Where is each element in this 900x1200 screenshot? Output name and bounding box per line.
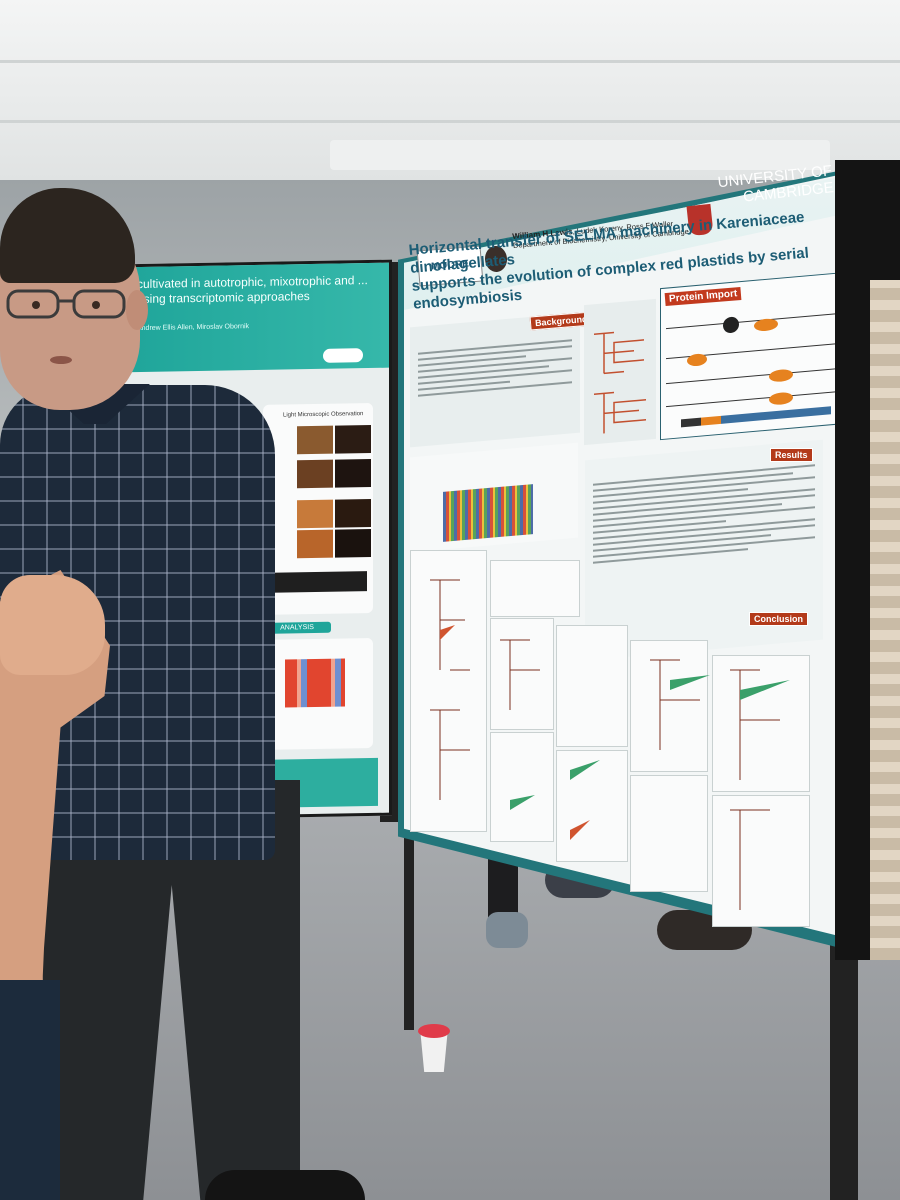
micrograph — [335, 498, 371, 528]
institution-logo — [323, 348, 363, 363]
protein-import-schematic — [666, 312, 841, 428]
heatmap-panel — [263, 637, 373, 750]
micrograph — [335, 424, 371, 454]
tree-panel — [712, 795, 810, 927]
tree-panel — [556, 625, 628, 747]
genomic-heatmap — [443, 484, 533, 542]
micrograph — [335, 528, 371, 558]
left-poster-title: cultivated in autotrophic, mixotrophic a… — [137, 273, 368, 307]
phylogeny-diagram — [584, 298, 656, 446]
conclusion-section-tag: Conclusion — [749, 612, 808, 626]
microscopy-panel: Light Microscopic Observation — [263, 402, 373, 615]
micrograph-strip — [271, 571, 367, 593]
tree-branches — [430, 579, 790, 910]
man-ear — [126, 290, 148, 330]
ceiling-light — [330, 140, 830, 170]
man-shoe — [205, 1170, 365, 1200]
micrograph — [297, 459, 333, 489]
man-mouth — [50, 356, 72, 364]
neighbouring-poster — [870, 280, 900, 960]
micrograph — [335, 458, 371, 488]
heatmap — [285, 658, 345, 708]
background-person-shoe — [486, 912, 528, 948]
ceiling-seam — [0, 60, 900, 63]
tree-panel — [490, 618, 554, 730]
tree-panel — [630, 640, 708, 772]
tree-panel — [630, 775, 708, 892]
tree-panel — [490, 732, 554, 842]
foreground-hand — [0, 575, 105, 675]
microscopy-heading: Light Microscopic Observation — [283, 411, 364, 419]
tree-panel — [490, 560, 580, 617]
results-section-tag: Results — [770, 448, 813, 462]
protein-import-diagram — [660, 271, 847, 441]
tree-panel — [410, 550, 487, 832]
ceiling — [0, 0, 900, 190]
micrograph — [297, 425, 333, 455]
glasses-icon — [6, 289, 126, 319]
stand-pole — [404, 800, 414, 1030]
left-poster-authors: Andrew Ellis Allen, Miroslav Obornik — [137, 323, 250, 333]
ceiling-seam — [0, 120, 900, 123]
phylogeny-tree — [594, 331, 646, 434]
micrograph — [297, 529, 333, 559]
tree-panel — [712, 655, 810, 792]
background-section — [410, 312, 580, 448]
left-poster-header: cultivated in autotrophic, mixotrophic a… — [123, 262, 389, 373]
foreground-sleeve — [0, 980, 60, 1200]
stand-pole — [830, 940, 858, 1200]
tree-panel — [556, 750, 628, 862]
micrograph — [297, 499, 333, 529]
cup-contents — [418, 1024, 450, 1038]
